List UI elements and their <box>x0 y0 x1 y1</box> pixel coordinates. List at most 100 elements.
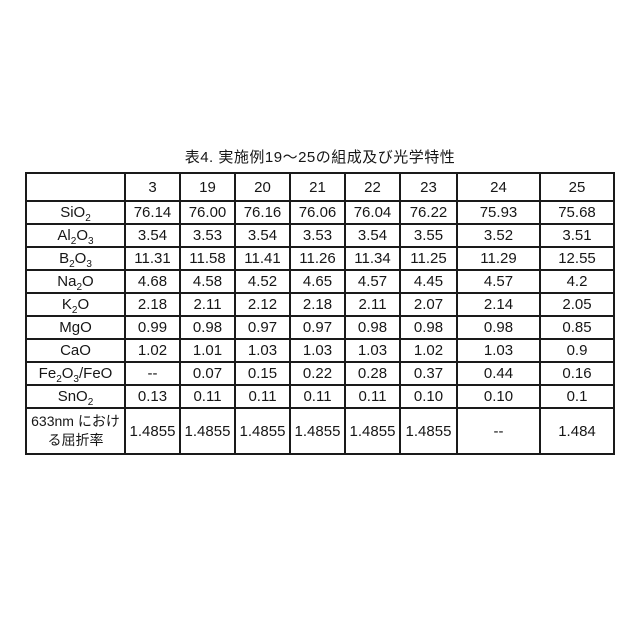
subscript: 2 <box>87 397 94 408</box>
value-cell-CaO-col-24: 1.03 <box>456 338 541 363</box>
value-cell-MgO-col-24: 0.98 <box>456 315 541 340</box>
table-row-SnO2: SnO2 0.13 0.11 0.11 0.11 0.11 0.10 0.10 0.1 <box>25 384 615 409</box>
row-label-SnO2: SnO2 <box>25 384 126 409</box>
value-cell-refractive-index-633nm-col-19: 1.4855 <box>179 407 236 455</box>
value-cell-CaO-col-3: 1.02 <box>124 338 181 363</box>
value-cell-Fe2O3-FeO-col-3: -- <box>124 361 181 386</box>
table-row-Fe2O3-FeO: Fe2O3/FeO -- 0.07 0.15 0.22 0.28 0.37 0.44 0.16 <box>25 361 615 386</box>
header-cell-example-22: 22 <box>344 172 401 202</box>
value-cell-CaO-col-25: 0.9 <box>539 338 615 363</box>
label-text: O <box>77 296 90 313</box>
value-cell-K2O-col-24: 2.14 <box>456 292 541 317</box>
row-label-CaO: CaO <box>25 338 126 363</box>
value-cell-Na2O-col-25: 4.2 <box>539 269 615 294</box>
header-row: 3 19 20 21 22 23 24 25 <box>25 172 615 202</box>
value-cell-Na2O-col-21: 4.65 <box>289 269 346 294</box>
value-cell-SnO2-col-25: 0.1 <box>539 384 615 409</box>
header-cell-example-3: 3 <box>124 172 181 202</box>
value-cell-Fe2O3-FeO-col-19: 0.07 <box>179 361 236 386</box>
row-label-Fe2O3-FeO: Fe2O3/FeO <box>25 361 126 386</box>
row-label-B2O3: B2O3 <box>25 246 126 271</box>
table-row-K2O: K2O 2.18 2.11 2.12 2.18 2.11 2.07 2.14 2.05 <box>25 292 615 317</box>
value-cell-Al2O3-col-3: 3.54 <box>124 223 181 248</box>
value-cell-K2O-col-22: 2.11 <box>344 292 401 317</box>
header-cell-example-21: 21 <box>289 172 346 202</box>
value-cell-Al2O3-col-21: 3.53 <box>289 223 346 248</box>
subscript: 2 <box>76 282 83 293</box>
value-cell-K2O-col-19: 2.11 <box>179 292 236 317</box>
value-cell-MgO-col-19: 0.98 <box>179 315 236 340</box>
value-cell-refractive-index-633nm-col-24: -- <box>456 407 541 455</box>
label-text: Fe <box>38 365 57 382</box>
subscript: 3 <box>86 259 92 270</box>
label-text: O <box>61 365 74 382</box>
header-cell-example-23: 23 <box>399 172 458 202</box>
label-text: O <box>74 250 87 267</box>
value-cell-refractive-index-633nm-col-25: 1.484 <box>539 407 615 455</box>
value-cell-Fe2O3-FeO-col-22: 0.28 <box>344 361 401 386</box>
value-cell-SiO2-col-20: 76.16 <box>234 200 291 225</box>
value-cell-SnO2-col-19: 0.11 <box>179 384 236 409</box>
value-cell-Al2O3-col-25: 3.51 <box>539 223 615 248</box>
value-cell-SnO2-col-3: 0.13 <box>124 384 181 409</box>
header-cell-example-25: 25 <box>539 172 615 202</box>
label-text: CaO <box>60 342 91 359</box>
row-label-Al2O3: Al2O3 <box>25 223 126 248</box>
row-label-Na2O: Na2O <box>25 269 126 294</box>
value-cell-CaO-col-20: 1.03 <box>234 338 291 363</box>
value-cell-refractive-index-633nm-col-21: 1.4855 <box>289 407 346 455</box>
value-cell-refractive-index-633nm-col-23: 1.4855 <box>399 407 458 455</box>
value-cell-Fe2O3-FeO-col-25: 0.16 <box>539 361 615 386</box>
label-text: SiO <box>60 204 86 221</box>
value-cell-SiO2-col-24: 75.93 <box>456 200 541 225</box>
table-head: 3 19 20 21 22 23 24 25 <box>25 172 615 202</box>
subscript: 2 <box>85 213 91 224</box>
value-cell-B2O3-col-19: 11.58 <box>179 246 236 271</box>
subscript: 2 <box>70 236 77 247</box>
value-cell-Fe2O3-FeO-col-20: 0.15 <box>234 361 291 386</box>
value-cell-SnO2-col-21: 0.11 <box>289 384 346 409</box>
value-cell-Na2O-col-23: 4.45 <box>399 269 458 294</box>
header-cell-example-20: 20 <box>234 172 291 202</box>
value-cell-SnO2-col-20: 0.11 <box>234 384 291 409</box>
label-text: MgO <box>59 319 92 336</box>
value-cell-CaO-col-21: 1.03 <box>289 338 346 363</box>
header-cell-example-24: 24 <box>456 172 541 202</box>
table-row-B2O3: B2O3 11.31 11.58 11.41 11.26 11.34 11.25 11.29 1… <box>25 246 615 271</box>
corner-cell <box>25 172 126 202</box>
value-cell-SiO2-col-3: 76.14 <box>124 200 181 225</box>
table-body: SiO2 76.14 76.00 76.16 76.06 76.04 76.22 75.93 7… <box>25 200 615 455</box>
row-label-K2O: K2O <box>25 292 126 317</box>
value-cell-Na2O-col-3: 4.68 <box>124 269 181 294</box>
value-cell-SiO2-col-21: 76.06 <box>289 200 346 225</box>
table-row-refractive-index-633nm: 633nm における屈折率 1.4855 1.4855 1.4855 1.4855 1.4… <box>25 407 615 455</box>
subscript: 2 <box>69 259 75 270</box>
value-cell-SiO2-col-23: 76.22 <box>399 200 458 225</box>
table-row-CaO: CaO 1.02 1.01 1.03 1.03 1.03 1.02 1.03 0.9 <box>25 338 615 363</box>
value-cell-Al2O3-col-22: 3.54 <box>344 223 401 248</box>
value-cell-B2O3-col-25: 12.55 <box>539 246 615 271</box>
value-cell-B2O3-col-3: 11.31 <box>124 246 181 271</box>
row-label-refractive-index-633nm: 633nm における屈折率 <box>25 407 126 455</box>
value-cell-Na2O-col-24: 4.57 <box>456 269 541 294</box>
value-cell-Fe2O3-FeO-col-24: 0.44 <box>456 361 541 386</box>
value-cell-SiO2-col-19: 76.00 <box>179 200 236 225</box>
value-cell-MgO-col-3: 0.99 <box>124 315 181 340</box>
value-cell-refractive-index-633nm-col-3: 1.4855 <box>124 407 181 455</box>
header-cell-example-19: 19 <box>179 172 236 202</box>
table-row-MgO: MgO 0.99 0.98 0.97 0.97 0.98 0.98 0.98 0.85 <box>25 315 615 340</box>
composition-table: 3 19 20 21 22 23 24 25 SiO2 76.14 76.00 76.16 76.06… <box>25 172 615 455</box>
value-cell-MgO-col-20: 0.97 <box>234 315 291 340</box>
value-cell-Al2O3-col-20: 3.54 <box>234 223 291 248</box>
label-text: Na <box>57 273 77 290</box>
table-row-SiO2: SiO2 76.14 76.00 76.16 76.06 76.04 76.22 75.93 7… <box>25 200 615 225</box>
value-cell-CaO-col-23: 1.02 <box>399 338 458 363</box>
value-cell-B2O3-col-24: 11.29 <box>456 246 541 271</box>
subscript: 2 <box>71 305 78 316</box>
label-text: SnO <box>57 388 88 405</box>
label-text: B <box>59 250 70 267</box>
value-cell-Fe2O3-FeO-col-21: 0.22 <box>289 361 346 386</box>
value-cell-MgO-col-22: 0.98 <box>344 315 401 340</box>
value-cell-Al2O3-col-24: 3.52 <box>456 223 541 248</box>
